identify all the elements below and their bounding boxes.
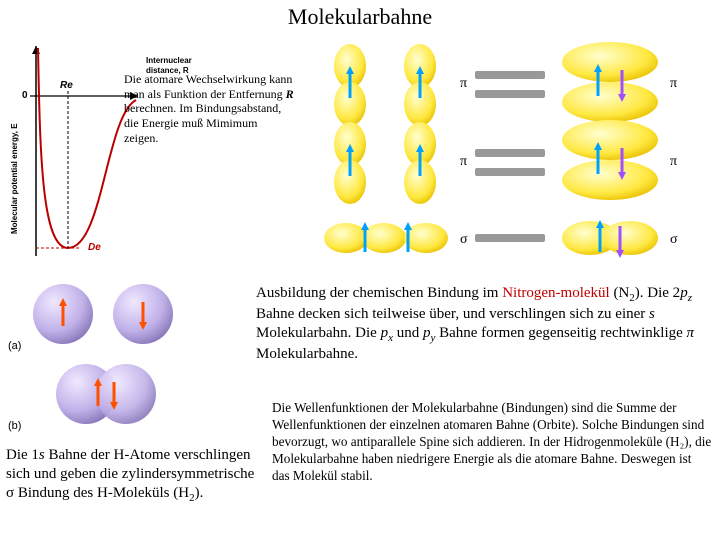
potential-energy-curve: Molecular potential energy, E Internucle…: [8, 36, 308, 266]
wavefunction-paragraph: Die Wellenfunktionen der Molekularbahne …: [272, 400, 712, 484]
orbital-label-sigma-left: σ: [460, 232, 468, 248]
x-axis-label-1: Internuclear: [146, 56, 192, 65]
label-b: (b): [8, 420, 21, 432]
orbital-diagram: π π σ π π σ: [310, 36, 710, 276]
pe-description: Die atomare Wechselwirkung kann man als …: [124, 72, 294, 145]
de-label: De: [88, 242, 101, 253]
orbital-label-pi-right-1: π: [670, 76, 677, 92]
h-atom-diagram: (a) (b): [8, 276, 208, 436]
h-molecule-paragraph: Die 1s Bahne der H-Atome verschlingen si…: [6, 446, 260, 505]
orbital-label-pi-right-2: π: [670, 154, 677, 170]
page-title: Molekularbahne: [0, 4, 720, 30]
re-label: Re: [60, 80, 73, 91]
orbital-label-pi-left-1: π: [460, 76, 467, 92]
label-a: (a): [8, 340, 21, 352]
y-axis-label: Molecular potential energy, E: [10, 123, 19, 234]
orbital-label-pi-left-2: π: [460, 154, 467, 170]
orbital-label-sigma-right: σ: [670, 232, 678, 248]
nitrogen-paragraph: Ausbildung der chemischen Bindung im Nit…: [256, 284, 710, 365]
zero-label: 0: [22, 90, 28, 101]
